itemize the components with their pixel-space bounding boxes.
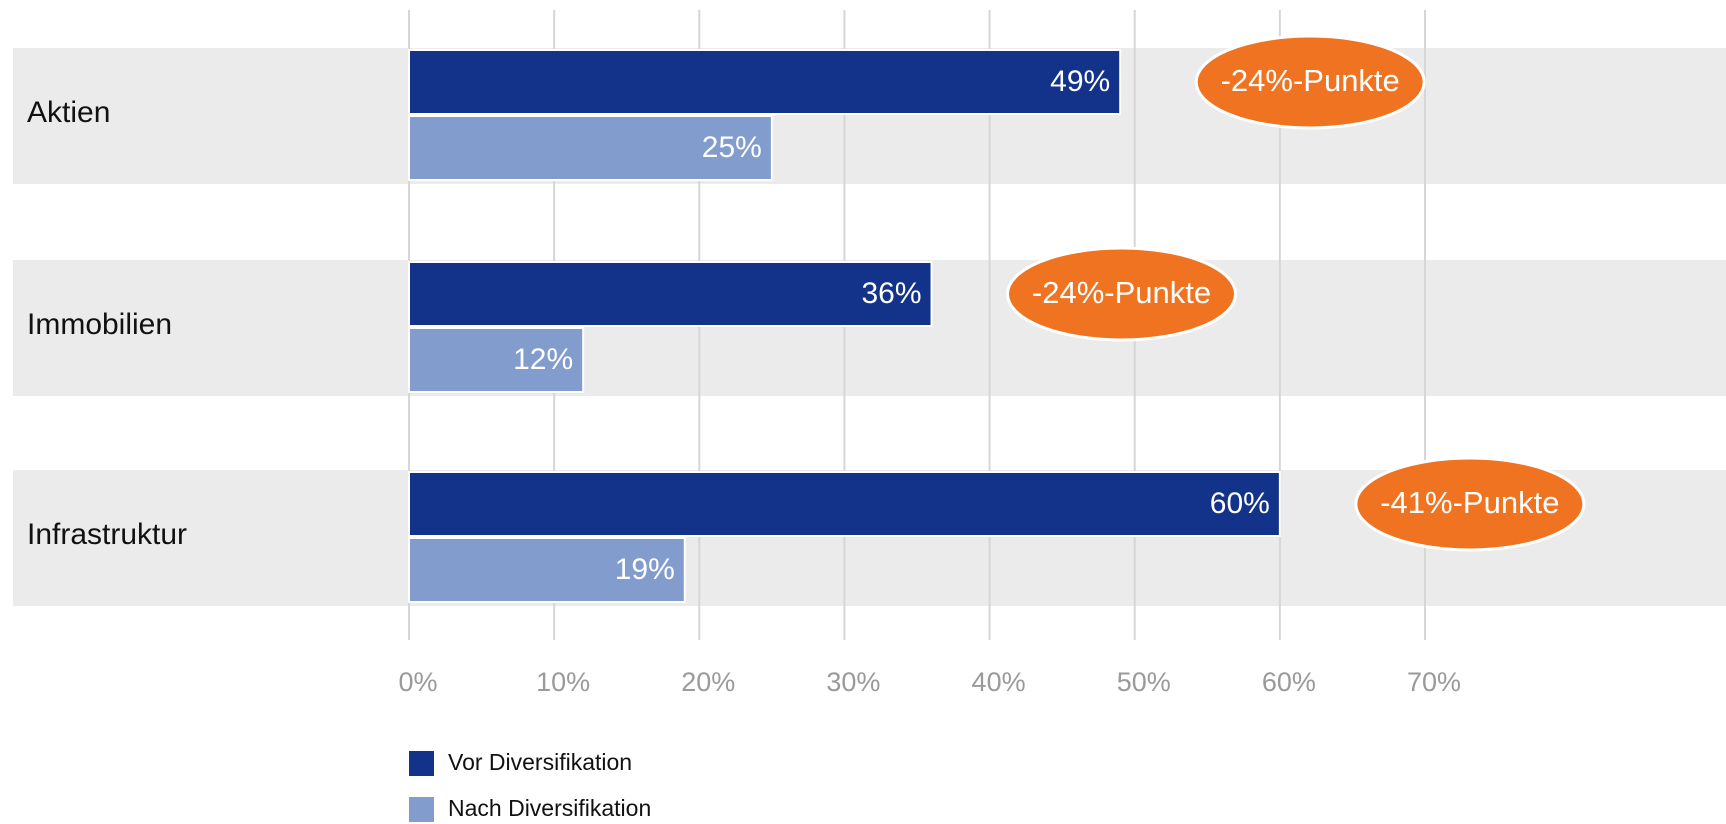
difference-annotations: -24%-Punkte -24%-Punkte -41%-Punkte	[1006, 34, 1586, 552]
bar-value-label: 25%	[702, 131, 762, 164]
bar-vor-diversifikation	[408, 261, 933, 327]
category-label: Immobilien	[27, 308, 172, 341]
x-tick-label: 0%	[398, 667, 437, 697]
x-axis-tick-labels: 0% 10% 20% 30% 40% 50% 60% 70%	[398, 667, 1461, 697]
bar-vor-diversifikation	[408, 49, 1122, 115]
legend-swatch	[409, 751, 434, 776]
x-tick-label: 20%	[681, 667, 735, 697]
bar-value-label: 49%	[1050, 65, 1110, 98]
bar-value-label: 36%	[861, 277, 921, 310]
difference-label: -24%-Punkte	[1032, 275, 1211, 310]
x-tick-label: 70%	[1407, 667, 1461, 697]
bar-nach-diversifikation	[408, 537, 686, 603]
bars: 49% 25% 36% 12% 60% 19%	[408, 49, 1281, 603]
x-tick-label: 50%	[1117, 667, 1171, 697]
category-labels: Aktien Immobilien Infrastruktur	[27, 96, 187, 551]
bar-value-label: 19%	[615, 553, 675, 586]
x-tick-label: 40%	[972, 667, 1026, 697]
bar-nach-diversifikation	[408, 327, 585, 393]
legend: Vor Diversifikation Nach Diversifikation	[409, 749, 651, 822]
bar-nach-diversifikation	[408, 115, 773, 181]
x-tick-label: 30%	[826, 667, 880, 697]
difference-label: -24%-Punkte	[1221, 63, 1400, 98]
x-tick-label: 10%	[536, 667, 590, 697]
x-tick-label: 60%	[1262, 667, 1316, 697]
category-label: Aktien	[27, 96, 110, 129]
bar-value-label: 60%	[1210, 487, 1270, 520]
bar-vor-diversifikation	[408, 471, 1281, 537]
bar-value-label: 12%	[513, 343, 573, 376]
legend-label: Vor Diversifikation	[448, 749, 632, 775]
legend-swatch	[409, 797, 434, 822]
difference-bubble	[1354, 456, 1586, 552]
difference-label: -41%-Punkte	[1380, 485, 1559, 520]
difference-bubble	[1194, 34, 1426, 130]
legend-label: Nach Diversifikation	[448, 795, 651, 821]
difference-bubble	[1006, 246, 1238, 342]
category-label: Infrastruktur	[27, 518, 187, 551]
